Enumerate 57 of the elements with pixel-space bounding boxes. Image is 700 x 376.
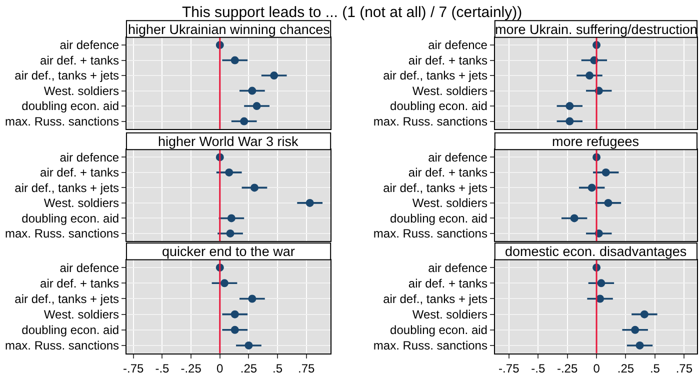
y-tick-label: air def., tanks + jets [14, 180, 120, 195]
y-tick-label: max. Russ. sanctions [5, 226, 120, 241]
y-tick-label: air def. + tanks [40, 166, 120, 180]
x-tick-label: -.75 [123, 362, 144, 376]
y-tick-label: West. soldiers [44, 196, 120, 210]
y-tick-label: air def., tanks + jets [383, 292, 488, 306]
chart-title: domestic econ. disadvantages [505, 244, 687, 259]
y-tick-label: air def. + tanks [408, 166, 488, 180]
y-tick-label: doubling econ. aid [390, 323, 488, 338]
y-tick-label: West. soldiers [412, 308, 488, 322]
y-tick-label: max. Russ. sanctions [373, 338, 488, 353]
y-tick-label: air def., tanks + jets [383, 68, 488, 83]
x-tick-label: -.25 [180, 362, 202, 376]
chart-title: higher World War 3 risk [158, 134, 299, 149]
y-tick-label: air def., tanks + jets [14, 68, 120, 83]
chart-title: more Ukrain. suffering/destruction [495, 22, 698, 37]
y-tick-label: air defence [60, 260, 120, 275]
y-tick-label: air def. + tanks [408, 53, 488, 68]
x-tick-label: 0 [593, 362, 600, 376]
y-tick-label: air defence [60, 38, 120, 52]
y-tick-label: air defence [428, 260, 488, 275]
x-tick-label: .5 [272, 362, 283, 376]
y-tick-label: max. Russ. sanctions [373, 226, 488, 241]
y-tick-label: air def. + tanks [40, 53, 120, 68]
y-tick-label: max. Russ. sanctions [5, 338, 120, 353]
x-tick-label: -.75 [498, 362, 520, 376]
y-tick-label: air def. + tanks [40, 276, 120, 290]
y-tick-label: doubling econ. aid [390, 99, 488, 114]
y-tick-label: air defence [428, 150, 488, 164]
y-tick-label: West. soldiers [44, 84, 120, 98]
y-tick-label: air def., tanks + jets [383, 180, 488, 195]
chart-title: higher Ukrainian winning chances [128, 22, 330, 37]
y-tick-label: doubling econ. aid [22, 323, 120, 338]
x-tick-label: .5 [650, 362, 660, 376]
y-tick-label: air defence [60, 150, 120, 164]
y-tick-label: max. Russ. sanctions [373, 114, 488, 128]
x-tick-label: .25 [240, 362, 258, 376]
y-tick-label: max. Russ. sanctions [5, 114, 120, 128]
text: This support leads to ... (1 (not at all) / 7 (certainly)) [182, 4, 522, 21]
x-tick-label: .75 [298, 362, 316, 376]
x-tick-label: .75 [676, 362, 693, 376]
y-tick-label: air defence [428, 38, 488, 52]
y-tick-label: doubling econ. aid [22, 99, 120, 114]
chart-title: more refugees [552, 134, 640, 149]
x-tick-label: -.25 [556, 362, 578, 376]
x-tick-label: -.5 [155, 362, 170, 376]
y-tick-label: West. soldiers [412, 84, 488, 98]
y-tick-label: air def. + tanks [408, 276, 488, 290]
y-tick-label: West. soldiers [412, 196, 488, 210]
y-tick-label: doubling econ. aid [390, 211, 488, 226]
y-tick-label: doubling econ. aid [22, 211, 120, 226]
y-tick-label: West. soldiers [44, 308, 120, 322]
y-tick-label: air def., tanks + jets [14, 292, 120, 306]
x-tick-label: .25 [617, 362, 634, 376]
x-tick-label: 0 [216, 362, 224, 376]
x-tick-label: -.5 [531, 362, 546, 376]
chart-title: quicker end to the war [162, 244, 296, 259]
